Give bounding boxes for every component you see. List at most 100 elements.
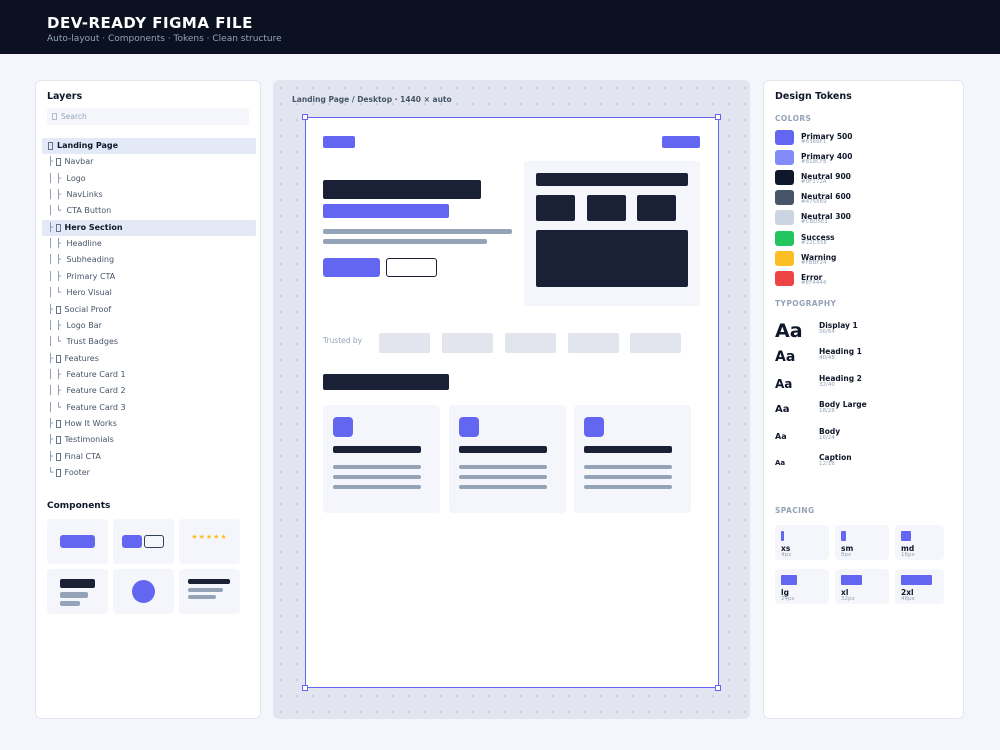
layer-row[interactable]: │ └ Trust Badges <box>42 334 256 350</box>
spacing-size: 4px <box>781 552 792 558</box>
color-hex: #0F172A <box>801 179 827 186</box>
visual-block <box>536 230 688 287</box>
type-name: Body <box>819 426 841 436</box>
text-line <box>323 229 512 234</box>
component-text-block[interactable] <box>47 569 108 614</box>
layer-row[interactable]: │ ├ Primary CTA <box>42 269 256 285</box>
layer-row[interactable]: │ ├ NavLinks <box>42 187 256 203</box>
card-icon <box>333 417 353 437</box>
layer-row[interactable]: │ ├ Feature Card 1 <box>42 367 256 383</box>
card-line <box>333 475 421 479</box>
layer-row[interactable]: ├ Final CTA <box>42 449 256 465</box>
spacing-name: lg <box>781 588 789 597</box>
color-swatch <box>775 130 794 145</box>
layer-row[interactable]: │ ├ Logo Bar <box>42 318 256 334</box>
card-line <box>459 465 547 469</box>
nav-cta <box>662 136 700 148</box>
card-line <box>584 475 672 479</box>
visual-bar <box>536 173 688 186</box>
spacing-card: xs 4px <box>775 525 829 560</box>
color-name: Primary 500 <box>801 132 853 141</box>
preview-bar <box>188 595 216 599</box>
tree-guide: │ ├ <box>48 369 61 380</box>
layer-row[interactable]: │ ├ Feature Card 2 <box>42 383 256 399</box>
card-line <box>459 475 547 479</box>
layer-name: Logo <box>66 173 86 183</box>
headline <box>323 180 481 199</box>
layer-row[interactable]: ├ Features <box>42 351 256 367</box>
layer-row[interactable]: ├ Navbar <box>42 154 256 170</box>
subtitle: Auto-layout · Components · Tokens · Clea… <box>47 34 282 44</box>
feature-card <box>449 405 566 513</box>
layer-row[interactable]: ├ Social Proof <box>42 302 256 318</box>
layer-row[interactable]: │ ├ Subheading <box>42 252 256 268</box>
layer-row[interactable]: ├ Testimonials <box>42 432 256 448</box>
layer-row[interactable]: │ └ CTA Button <box>42 203 256 219</box>
frame-icon <box>55 354 61 363</box>
resize-handle[interactable] <box>715 685 721 691</box>
tree-guide: ├ <box>48 222 54 233</box>
component-button[interactable] <box>47 519 108 564</box>
preview-bar <box>60 601 80 606</box>
type-sample: Aa <box>775 458 786 467</box>
resize-handle[interactable] <box>302 114 308 120</box>
spacing-bar <box>841 575 862 585</box>
card-title <box>459 446 547 453</box>
spacing-card: 2xl 48px <box>895 569 944 604</box>
preview-bar <box>188 588 223 592</box>
spacing-bar <box>901 575 933 585</box>
layer-row[interactable]: Landing Page <box>42 138 256 154</box>
logo-placeholder <box>379 333 430 353</box>
layer-row[interactable]: └ Footer <box>42 465 256 481</box>
search-box[interactable]: Search <box>47 108 249 125</box>
frame-icon <box>55 436 61 445</box>
layer-row[interactable]: ├ How It Works <box>42 416 256 432</box>
type-spec: 12/16 <box>819 461 835 467</box>
frame-icon <box>55 419 61 428</box>
color-hex: #22C55E <box>801 239 827 246</box>
layer-name: Feature Card 1 <box>66 369 126 379</box>
tree-guide: │ ├ <box>48 271 61 282</box>
layer-row[interactable]: │ ├ Logo <box>42 171 256 187</box>
button-preview <box>122 535 142 548</box>
component-avatar[interactable] <box>113 569 174 614</box>
color-hex: #818CF8 <box>801 159 827 166</box>
component-list[interactable] <box>179 569 240 614</box>
tree-guide: └ <box>48 468 54 478</box>
trusted-by: Trusted by <box>323 336 363 345</box>
color-swatch <box>775 270 794 286</box>
type-sample: Aa <box>775 319 803 342</box>
color-name: Primary 400 <box>801 152 853 162</box>
title: DEV-READY FIGMA FILE <box>47 14 253 32</box>
tree-guide: ├ <box>48 451 54 462</box>
resize-handle[interactable] <box>715 114 721 120</box>
preview-bar <box>188 579 230 584</box>
layer-row[interactable]: │ └ Hero Visual <box>42 285 256 301</box>
tree-guide: ├ <box>48 304 54 315</box>
component-rating[interactable]: ★★★★★ <box>179 519 240 564</box>
layer-row[interactable]: │ └ Feature Card 3 <box>42 400 256 416</box>
frame[interactable]: Trusted by <box>305 117 719 688</box>
logo-placeholder <box>442 333 493 353</box>
spacing-name: sm <box>841 544 854 553</box>
spacing-name: xs <box>781 544 791 553</box>
color-name: Neutral 900 <box>801 172 851 182</box>
layer-name: Testimonials <box>64 435 114 445</box>
layer-name: How It Works <box>64 418 117 428</box>
spacing-size: 32px <box>841 596 855 602</box>
color-hex: #EF4444 <box>801 279 827 286</box>
spacing-card: xl 32px <box>835 569 889 604</box>
button-preview <box>144 535 164 548</box>
spacing-size: 8px <box>841 552 852 558</box>
search-icon <box>52 113 57 120</box>
section-heading: COLORS <box>775 114 812 123</box>
layer-row[interactable]: ├ Hero Section <box>42 219 256 236</box>
visual-block <box>587 195 626 221</box>
spacing-size: 16px <box>901 552 915 558</box>
layer-row[interactable]: │ ├ Headline <box>42 236 256 252</box>
tree-guide: │ ├ <box>48 255 61 266</box>
type-sample: Aa <box>775 349 796 366</box>
resize-handle[interactable] <box>302 685 308 691</box>
logo-placeholder <box>568 333 619 353</box>
component-button-group[interactable] <box>113 519 174 564</box>
